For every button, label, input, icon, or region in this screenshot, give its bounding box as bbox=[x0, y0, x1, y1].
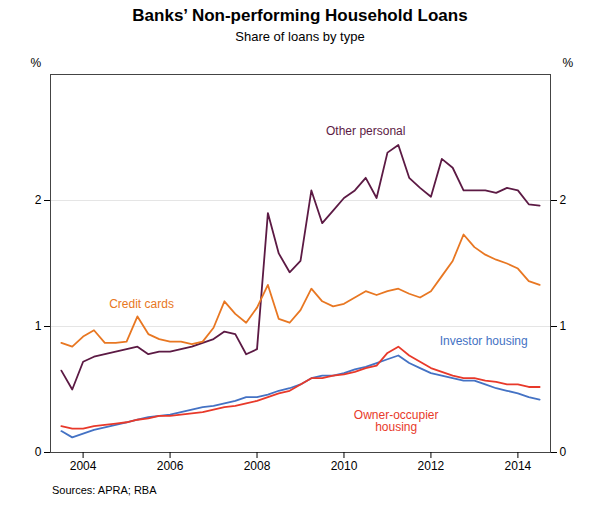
svg-text:Credit cards: Credit cards bbox=[109, 297, 174, 311]
svg-text:2010: 2010 bbox=[331, 459, 358, 473]
svg-text:0: 0 bbox=[560, 445, 567, 459]
svg-text:2012: 2012 bbox=[418, 459, 445, 473]
svg-text:Investor housing: Investor housing bbox=[440, 334, 528, 348]
svg-text:%: % bbox=[563, 56, 574, 70]
svg-text:%: % bbox=[31, 56, 42, 70]
svg-text:2006: 2006 bbox=[157, 459, 184, 473]
svg-text:1: 1 bbox=[35, 319, 42, 333]
html-text:Sources: APRA; RBA: Sources: APRA; RBA bbox=[52, 484, 157, 496]
svg-text:2008: 2008 bbox=[244, 459, 271, 473]
svg-text:2: 2 bbox=[560, 193, 567, 207]
svg-text:2014: 2014 bbox=[505, 459, 532, 473]
svg-text:Other personal: Other personal bbox=[326, 124, 405, 138]
svg-text:1: 1 bbox=[560, 319, 567, 333]
svg-text:2: 2 bbox=[35, 193, 42, 207]
html-text:Share of loans by type: Share of loans by type bbox=[235, 29, 365, 44]
svg-text:Owner-occupierhousing: Owner-occupierhousing bbox=[354, 408, 439, 434]
html-text:Banks’ Non-performing Househol: Banks’ Non-performing Household Loans bbox=[132, 6, 468, 25]
svg-text:2004: 2004 bbox=[70, 459, 97, 473]
svg-text:0: 0 bbox=[35, 445, 42, 459]
